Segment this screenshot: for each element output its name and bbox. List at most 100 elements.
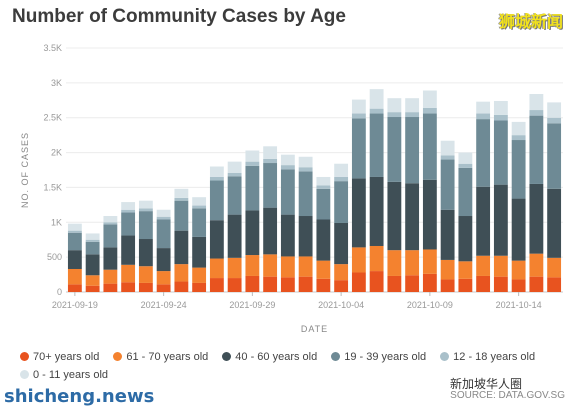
bar-segment [103,224,118,248]
legend-swatch [222,352,232,361]
bar-segment [529,253,544,277]
legend-item[interactable]: 61 - 70 years old [113,348,208,366]
bar-segment [511,140,526,199]
bar-segment [263,163,278,208]
bar-segment [351,247,366,273]
legend-label: 19 - 39 years old [344,351,427,363]
bar-segment [476,186,491,256]
bar-segment [334,163,349,177]
bar-segment [121,282,136,292]
bar-segment [85,254,100,276]
legend-item[interactable]: 40 - 60 years old [222,348,317,366]
bar-segment [156,284,171,292]
bar-segment [156,209,171,217]
bar-segment [209,220,224,259]
bar-segment [156,219,171,249]
bar-segment [209,258,224,279]
bar-segment [245,161,260,166]
bar-segment [298,156,313,168]
bar-segment [405,117,420,184]
bar-segment [192,236,207,268]
bar-segment [298,167,313,172]
bar-segment [227,172,242,177]
bar-segment [192,208,207,237]
watermark-top-right: 狮城新闻 [498,12,563,31]
bar-segment [476,275,491,292]
bar-segment [334,280,349,292]
bar-segment [351,113,366,119]
legend-item[interactable]: 19 - 39 years old [331,348,426,366]
bar-segment [334,176,349,182]
bar-segment [192,205,207,209]
bar-segment [245,165,260,211]
bar-segment [156,271,171,285]
bar-segment [547,102,562,118]
x-tick-label: 2021-09-29 [229,300,275,310]
bar-segment [227,161,242,173]
bar-segment [405,250,420,276]
bar-segment [174,200,189,231]
bar-segment [351,99,366,114]
legend-item[interactable]: 70+ years old [20,348,99,366]
bar-segment [493,114,508,121]
bar-segment [351,178,366,248]
bar-segment [493,120,508,185]
bar-segment [547,188,562,258]
bar-segment [103,283,118,292]
bar-segment [422,273,437,292]
legend-label: 0 - 11 years old [33,369,109,381]
bar-segment [174,230,189,265]
bar-segment [192,197,207,206]
y-tick-label: 500 [47,252,62,262]
watermark-bottom-left: shicheng.news [4,386,155,407]
bar-segment [351,118,366,179]
bar-segment [422,113,437,180]
bar-segment [298,216,313,257]
bar-segment [422,90,437,108]
bar-segment [422,179,437,250]
bar-segment [440,209,455,260]
bar-segment [422,249,437,274]
chart-title: Number of Community Cases by Age [12,6,346,27]
bar-segment [369,271,384,292]
bar-segment [85,239,100,242]
bar-segment [458,278,473,292]
legend-swatch [440,352,450,361]
bar-segment [263,158,278,164]
bar-segment [156,216,171,220]
bar-segment [85,285,100,292]
bar-segment [103,269,118,284]
bar-segment [547,117,562,124]
legend-item[interactable]: 0 - 11 years old [20,366,108,384]
bar-segment [493,255,508,277]
bar-segment [405,112,420,118]
bar-segment [334,222,349,265]
bar-segment [85,233,100,240]
bar-segment [387,181,402,251]
bar-segment [334,264,349,281]
legend-swatch [20,352,29,361]
legend-swatch [113,352,123,361]
bar-segment [138,282,153,292]
bar-segment [387,112,402,118]
bar-segment [476,119,491,187]
bar-segment [511,260,526,280]
bar-segment [174,188,189,198]
bar-segment [156,248,171,272]
bar-segment [138,211,153,240]
bar-segment [316,185,331,189]
y-tick-label: 3K [51,78,62,88]
bar-segment [192,267,207,283]
bar-segment [209,166,224,177]
bar-segment [529,94,544,111]
bar-segment [263,207,278,255]
bar-segment [476,255,491,276]
source-note: SOURCE: DATA.GOV.SG [450,390,565,401]
legend-label: 70+ years old [33,351,100,363]
bar-segment [121,264,136,283]
bar-segment [387,250,402,276]
legend-item[interactable]: 12 - 18 years old [440,348,535,366]
bar-segment [263,146,278,159]
bar-segment [440,279,455,292]
bar-segment [316,176,331,186]
